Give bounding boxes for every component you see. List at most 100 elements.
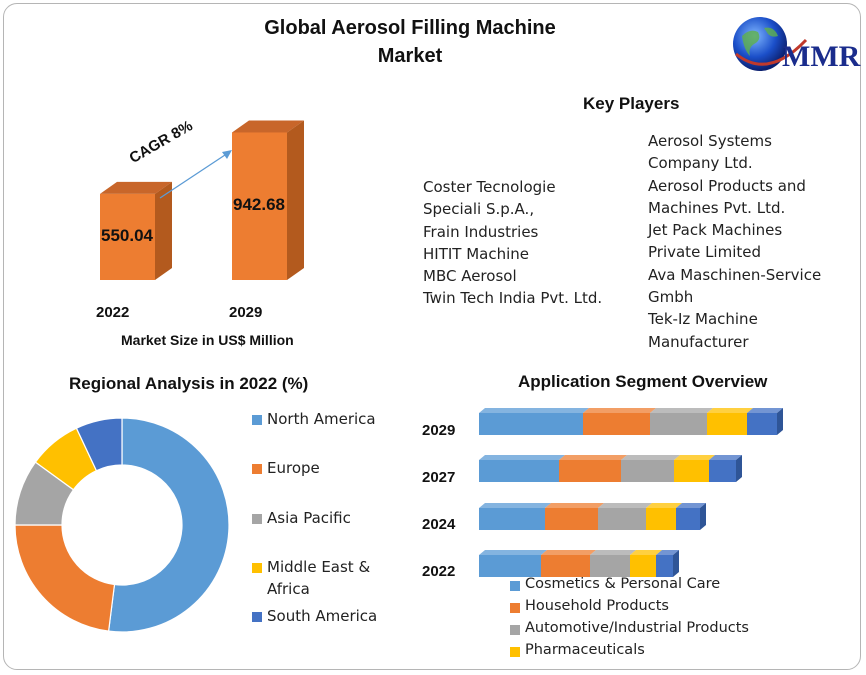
stacked-segment <box>598 508 646 530</box>
stacked-segment <box>583 413 650 435</box>
legend-swatch <box>510 603 520 613</box>
legend-label: Middle East & <box>267 558 371 576</box>
donut-slice <box>75 417 123 472</box>
stacked-segment <box>676 508 700 530</box>
stacked-segment <box>709 460 736 482</box>
app-tick-label: 2022 <box>422 563 456 580</box>
stacked-segment-top <box>650 408 713 413</box>
key-player-line: Company Ltd. <box>648 154 753 173</box>
legend-swatch <box>510 647 520 657</box>
key-player-line: Machines Pvt. Ltd. <box>648 198 786 217</box>
stacked-segment <box>541 555 590 577</box>
stacked-segment-top <box>646 503 682 508</box>
stacked-segment <box>479 460 559 482</box>
app-tick-label: 2029 <box>422 422 456 439</box>
stacked-segment-top <box>479 408 589 413</box>
key-player-line: Manufacturer <box>648 332 749 351</box>
legend-swatch <box>252 415 262 425</box>
stacked-segment-top <box>479 455 565 460</box>
stacked-segment <box>479 555 541 577</box>
key-player-line: Ava Maschinen-Service <box>648 265 822 284</box>
key-players-title: Key Players <box>583 94 680 113</box>
bar-data-label: 942.68 <box>233 195 285 215</box>
stacked-segment <box>646 508 676 530</box>
stacked-segment-top <box>479 550 547 555</box>
legend-label: Europe <box>267 459 320 477</box>
bar-side-face <box>287 120 304 280</box>
key-player-line: Twin Tech India Pvt. Ltd. <box>423 289 603 308</box>
stacked-segment <box>707 413 747 435</box>
stacked-segment-top <box>656 550 679 555</box>
stacked-segment <box>479 508 545 530</box>
bar-side-face <box>155 181 172 280</box>
key-player-line: HITIT Machine <box>423 244 530 263</box>
page-title: Global Aerosol Filling Machine Market <box>220 14 600 70</box>
stacked-segment-top <box>676 503 706 508</box>
cagr-arrow-head <box>222 150 232 159</box>
stacked-segment <box>656 555 673 577</box>
stacked-segment-top <box>621 455 680 460</box>
regional-title: Regional Analysis in 2022 (%) <box>69 374 309 393</box>
stacked-segment <box>621 460 674 482</box>
legend-label: Automotive/Industrial Products <box>525 620 749 636</box>
stacked-segment <box>479 413 583 435</box>
bar-tick-label: 2029 <box>229 304 263 321</box>
key-player-line: Aerosol Products and <box>648 176 806 195</box>
legend-swatch <box>252 563 262 573</box>
legend-label: Africa <box>267 580 310 598</box>
market-size-label: Market Size in US$ Million <box>121 332 294 348</box>
key-player-line: Aerosol Systems <box>648 132 772 150</box>
bar <box>100 193 155 280</box>
stacked-bar-end <box>777 408 783 435</box>
stacked-segment-top <box>545 503 604 508</box>
stacked-segment-top <box>479 503 551 508</box>
legend-label: Asia Pacific <box>267 509 351 527</box>
stacked-segment <box>590 555 630 577</box>
key-player-line: Frain Industries <box>423 222 539 241</box>
stacked-segment <box>747 413 777 435</box>
stacked-segment-top <box>709 455 742 460</box>
donut-slice <box>107 417 230 633</box>
legend-label: Household Products <box>525 598 669 614</box>
stacked-segment-top <box>590 550 636 555</box>
logo-text: MMR <box>782 40 861 73</box>
bar-top-face <box>232 120 304 133</box>
title-line-2: Market <box>377 45 443 67</box>
legend-label: South America <box>267 607 378 625</box>
bar <box>232 132 287 280</box>
key-player-line: MBC Aerosol <box>423 267 517 286</box>
stacked-segment <box>630 555 656 577</box>
key-player-line: Jet Pack Machines <box>648 221 783 240</box>
legend-swatch <box>510 625 520 635</box>
bar-data-label: 550.04 <box>101 225 153 245</box>
stacked-segment <box>674 460 709 482</box>
stacked-segment-top <box>559 455 627 460</box>
application-title: Application Segment Overview <box>518 372 768 391</box>
app-tick-label: 2027 <box>422 469 456 486</box>
key-player-line: Gmbh <box>648 288 694 307</box>
stacked-segment-top <box>747 408 783 413</box>
stacked-bar-end <box>736 455 742 482</box>
legend-swatch <box>252 464 262 474</box>
key-player-line: Private Limited <box>648 243 761 262</box>
mmr-logo <box>728 10 858 80</box>
app-tick-label: 2024 <box>422 516 456 533</box>
stacked-bar-end <box>673 550 679 577</box>
stacked-segment-top <box>630 550 662 555</box>
legend-label: Pharmaceuticals <box>525 642 645 658</box>
legend-label: North America <box>267 410 376 428</box>
stacked-segment <box>559 460 621 482</box>
title-line-1: Global Aerosol Filling Machine <box>264 17 556 39</box>
key-player-line: Tek-Iz Machine <box>648 310 758 329</box>
stacked-segment-top <box>583 408 656 413</box>
cagr-arrow-line <box>159 152 229 199</box>
key-player-line: Speciali S.p.A., <box>423 200 535 219</box>
bar-top-face <box>100 181 172 194</box>
stacked-segment-top <box>598 503 652 508</box>
globe-icon <box>733 17 808 71</box>
stacked-segment-top <box>541 550 596 555</box>
legend-swatch <box>252 514 262 524</box>
